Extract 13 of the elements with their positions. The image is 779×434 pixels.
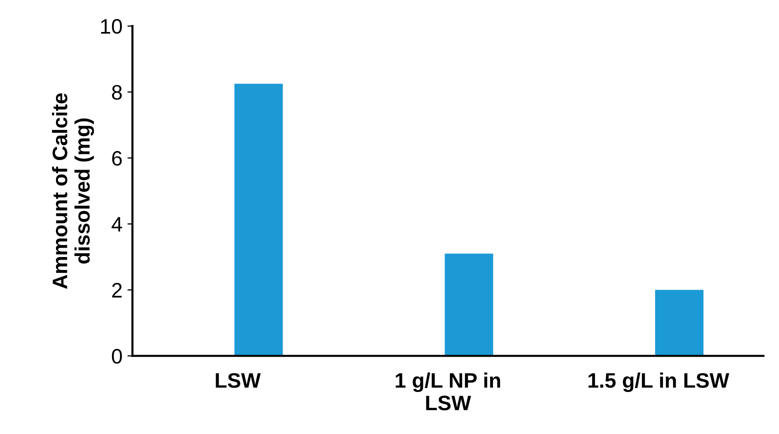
bar [234, 84, 283, 356]
x-tick-label: LSW [216, 373, 261, 388]
bar [655, 290, 704, 356]
y-tick-label: 6 [112, 150, 122, 166]
y-axis-title: Ammount of Calcite dissolved (mg) [52, 93, 94, 289]
y-tick-label: 10 [101, 19, 122, 34]
y-tick-label: 2 [112, 282, 122, 298]
bar [444, 254, 494, 356]
y-tick-label: 0 [112, 348, 122, 364]
y-tick-label: 8 [112, 85, 122, 100]
y-tick-label: 4 [112, 217, 122, 232]
x-tick-label: 1.5 g/L in LSW [588, 372, 730, 392]
x-tick-label: 1 g/L NP in LSW [396, 372, 500, 410]
